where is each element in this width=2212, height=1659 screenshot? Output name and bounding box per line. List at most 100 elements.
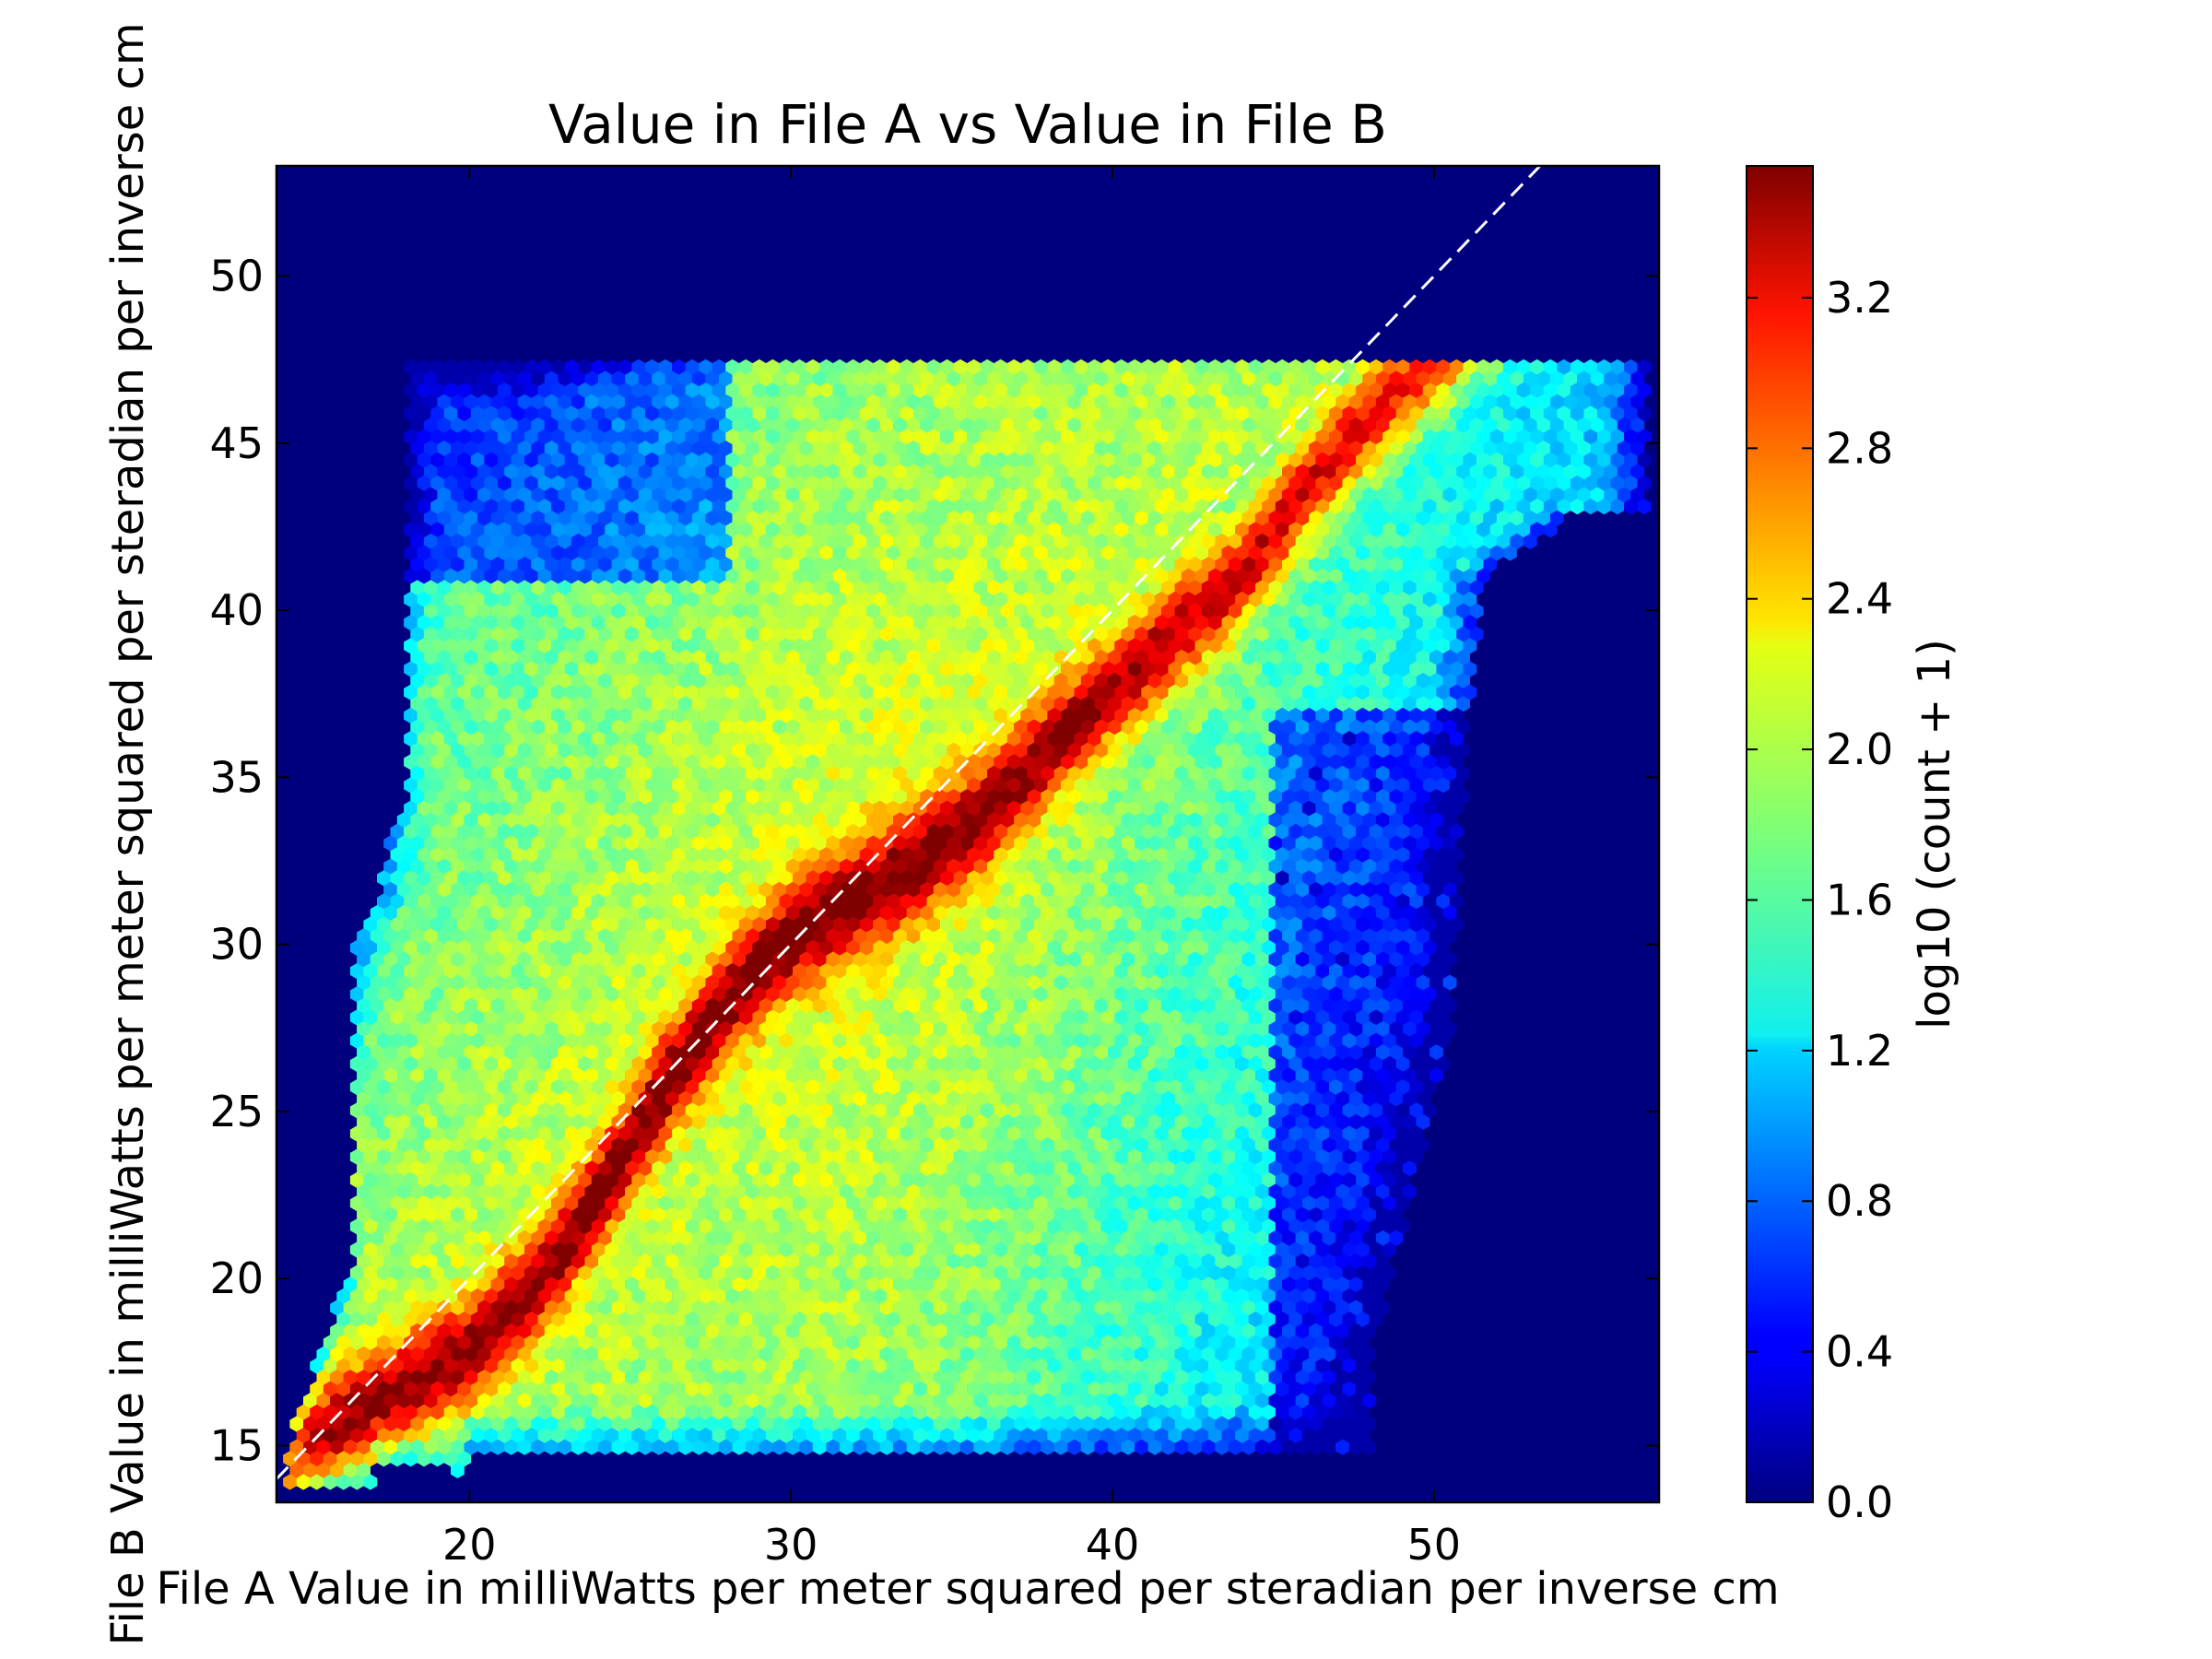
hex-cell xyxy=(1194,475,1209,491)
hex-cell xyxy=(806,429,820,445)
hex-cell xyxy=(1235,382,1249,399)
hex-cell xyxy=(967,359,981,375)
hex-cell xyxy=(699,406,712,422)
hex-cell xyxy=(1436,522,1451,538)
hex-cell xyxy=(1080,371,1095,387)
hex-cell xyxy=(959,371,974,387)
hex-cell xyxy=(470,452,485,468)
hex-cell xyxy=(832,429,847,445)
hex-cell xyxy=(1114,499,1128,515)
hex-cell xyxy=(1020,452,1035,468)
hex-cell xyxy=(1449,452,1464,468)
hex-cell xyxy=(712,522,726,538)
hex-cell xyxy=(1235,359,1249,375)
hex-cell xyxy=(1174,394,1189,410)
hex-cell xyxy=(1577,441,1591,457)
hex-cell xyxy=(846,499,860,515)
hex-cell xyxy=(1409,359,1424,375)
hex-cell xyxy=(953,522,968,538)
hex-cell xyxy=(1557,499,1571,515)
hex-cell xyxy=(1510,487,1524,503)
hex-cell xyxy=(1154,452,1169,468)
hex-cell xyxy=(1356,499,1370,515)
hex-cell xyxy=(638,487,653,503)
hex-cell xyxy=(994,452,1008,468)
hex-cell xyxy=(504,417,518,433)
hex-cell xyxy=(926,429,941,445)
hex-cell xyxy=(1510,441,1524,457)
hex-cell xyxy=(859,499,874,515)
hex-cell xyxy=(765,359,780,375)
hex-cell xyxy=(645,359,659,375)
hex-cell xyxy=(772,487,786,503)
hex-cell xyxy=(484,452,499,468)
hex-cell xyxy=(1315,522,1330,538)
hex-cell xyxy=(1597,382,1611,399)
hex-cell xyxy=(1248,359,1263,375)
hex-cell xyxy=(1624,359,1638,375)
hex-cell xyxy=(1536,510,1551,526)
hex-cell xyxy=(1489,359,1504,375)
hex-cell xyxy=(826,417,841,433)
hex-cell xyxy=(772,441,786,457)
hex-cell xyxy=(1014,417,1028,433)
hex-cell xyxy=(1630,394,1645,410)
hex-cell xyxy=(638,417,653,433)
hex-cell xyxy=(1335,394,1350,410)
hex-cell xyxy=(430,382,444,399)
hex-cell xyxy=(1510,510,1524,526)
hex-cell xyxy=(1080,417,1095,433)
hex-cell xyxy=(423,371,438,387)
hex-cell xyxy=(497,499,512,515)
hex-cell xyxy=(1254,417,1269,433)
hex-cell xyxy=(665,441,679,457)
hex-cell xyxy=(1416,510,1430,526)
hex-cell xyxy=(699,522,712,538)
hex-cell xyxy=(1047,382,1062,399)
hex-cell xyxy=(1483,417,1498,433)
hex-cell xyxy=(846,429,860,445)
hex-cell xyxy=(1436,475,1451,491)
hex-cell xyxy=(886,475,900,491)
hex-cell xyxy=(477,441,491,457)
hex-cell xyxy=(953,406,968,422)
hex-cell xyxy=(1161,371,1175,387)
hex-cell xyxy=(1067,417,1082,433)
hex-cell xyxy=(719,510,733,526)
hex-cell xyxy=(947,510,961,526)
hex-cell xyxy=(732,510,747,526)
hex-cell xyxy=(765,382,780,399)
hex-cell xyxy=(832,382,847,399)
hex-cell xyxy=(699,499,712,515)
hex-cell xyxy=(759,394,773,410)
hex-cell xyxy=(1295,417,1310,433)
hex-cell xyxy=(866,371,880,387)
hex-cell xyxy=(725,522,740,538)
hex-cell xyxy=(423,464,438,480)
hex-cell xyxy=(611,487,626,503)
hex-cell xyxy=(1597,359,1611,375)
hex-cell xyxy=(1100,475,1115,491)
hex-cell xyxy=(1201,487,1216,503)
hex-cell xyxy=(1597,475,1611,491)
hex-cell xyxy=(437,394,452,410)
hex-cell xyxy=(484,475,499,491)
hex-cell xyxy=(900,475,914,491)
hex-cell xyxy=(920,510,935,526)
hex-cell xyxy=(1322,487,1336,503)
hexbin-cells xyxy=(283,359,1652,1490)
hex-cell xyxy=(953,382,968,399)
hex-cell xyxy=(1027,487,1041,503)
hex-cell xyxy=(967,522,981,538)
hex-cell xyxy=(1033,452,1048,468)
hex-cell xyxy=(672,499,686,515)
hex-cell xyxy=(1020,359,1035,375)
hex-cell xyxy=(511,522,525,538)
hex-cell xyxy=(591,359,606,375)
hex-cell xyxy=(1141,406,1156,422)
hex-cell xyxy=(779,522,794,538)
hex-cell xyxy=(1041,510,1054,526)
hex-cell xyxy=(1624,429,1638,445)
hex-cell xyxy=(1309,441,1323,457)
hex-cell xyxy=(1483,487,1498,503)
